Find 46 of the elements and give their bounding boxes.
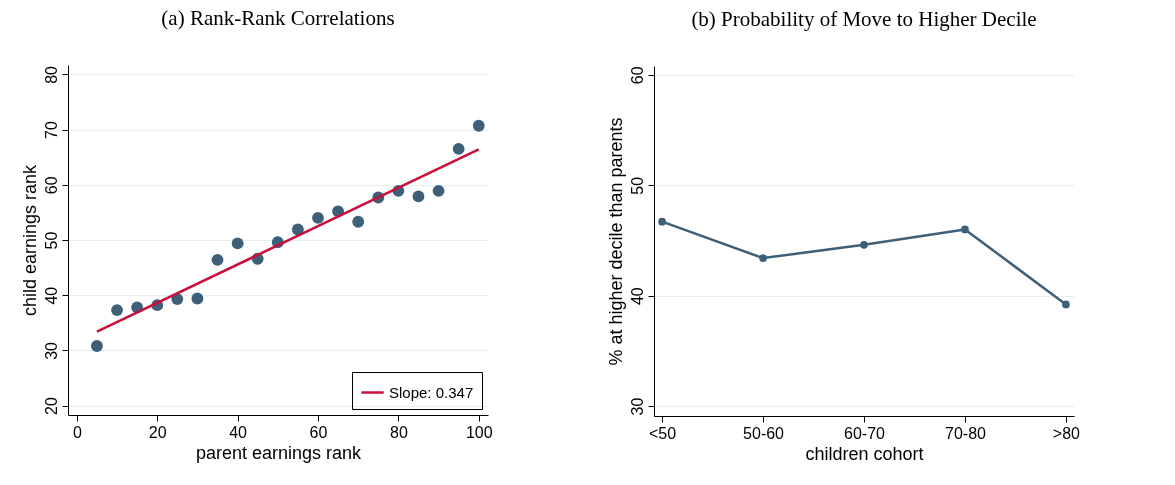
- point: [452, 143, 465, 155]
- y-tick-label: 70: [42, 121, 60, 139]
- x-tick-label: 60-70: [844, 424, 886, 442]
- x-tick-label: 40: [229, 423, 248, 441]
- point: [759, 254, 767, 262]
- point: [91, 340, 103, 352]
- y-axis-title: % at higher decile than parents: [605, 117, 626, 366]
- point: [191, 292, 204, 305]
- x-tick-label: 80: [389, 423, 408, 441]
- point: [312, 212, 324, 224]
- y-tick-label: 60: [628, 66, 646, 85]
- point: [432, 184, 445, 197]
- y-tick-label: 40: [628, 287, 646, 306]
- legend-label: Slope: 0.347: [389, 383, 474, 401]
- x-tick-label: >80: [1052, 424, 1081, 442]
- y-tick-label: 50: [628, 176, 646, 195]
- x-tick-label: 60: [309, 423, 328, 441]
- x-tick-label: 100: [465, 423, 493, 441]
- point: [352, 215, 365, 228]
- y-tick-label: 30: [42, 341, 60, 360]
- x-tick-label: 20: [148, 423, 167, 441]
- point: [472, 119, 485, 132]
- y-tick-label: 40: [42, 286, 60, 305]
- x-tick-label: 70-80: [945, 424, 987, 442]
- chart-title: (b) Probability of Move to Higher Decile: [691, 6, 1037, 31]
- point: [291, 223, 304, 236]
- point: [961, 225, 969, 234]
- x-axis-title: children cohort: [805, 443, 924, 464]
- y-axis-title: child earnings rank: [19, 163, 40, 317]
- y-tick-label: 60: [42, 176, 60, 195]
- y-tick-label: 20: [42, 397, 60, 416]
- point: [211, 253, 224, 266]
- point: [111, 304, 123, 317]
- point: [860, 241, 868, 249]
- chart-title: (a) Rank-Rank Correlations: [161, 6, 395, 30]
- point: [231, 237, 244, 250]
- y-tick-label: 30: [628, 397, 646, 416]
- point: [1062, 300, 1070, 309]
- point: [658, 217, 666, 226]
- point: [412, 190, 425, 203]
- y-tick-label: 50: [42, 231, 60, 250]
- x-tick-label: 0: [72, 423, 82, 441]
- y-tick-label: 80: [42, 65, 60, 84]
- x-tick-label: <50: [649, 424, 677, 442]
- x-tick-label: 50-60: [743, 424, 785, 442]
- x-axis-title: parent earnings rank: [195, 442, 363, 463]
